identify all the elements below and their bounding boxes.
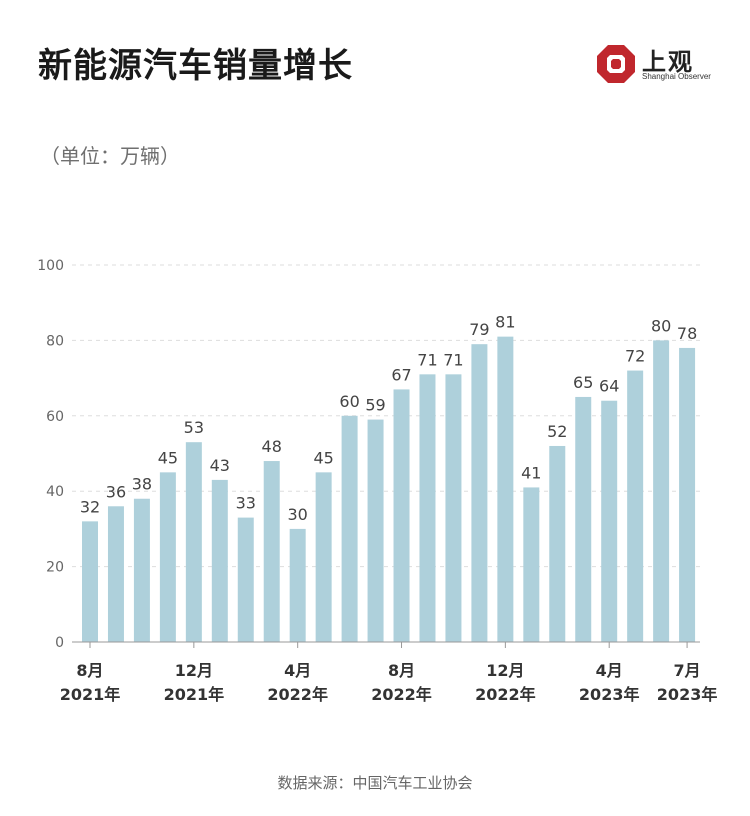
bar	[82, 521, 98, 642]
bar	[263, 461, 280, 642]
bar-value-label: 32	[80, 497, 100, 516]
bar-value-label: 45	[158, 448, 178, 467]
bar	[575, 396, 592, 642]
logo-octagon-icon	[597, 45, 635, 83]
x-tick-label-year: 2022年	[371, 685, 432, 704]
bar	[133, 498, 150, 642]
bar-value-label: 79	[469, 320, 489, 339]
bar	[107, 506, 124, 642]
y-tick-label: 60	[46, 409, 64, 425]
x-tick-label-year: 2023年	[657, 685, 718, 704]
x-tick-label-year: 2023年	[579, 685, 640, 704]
y-tick-label: 80	[46, 333, 64, 349]
bar	[341, 415, 358, 642]
bar-chart: 0 20 40 60 80 100 32 36 38 45 53 43 33 48 30 45 60 59 67 71…	[37, 258, 718, 704]
bar-value-label: 78	[677, 324, 697, 343]
bar-value-label: 48	[262, 437, 282, 456]
y-tick-label: 40	[46, 484, 64, 500]
bar	[289, 528, 306, 642]
x-tick-label-year: 2022年	[267, 685, 328, 704]
x-tick-label-month: 12月	[175, 661, 213, 680]
bar-value-label: 30	[288, 505, 308, 524]
bar-value-label: 33	[236, 494, 256, 513]
x-tick-label-month: 12月	[486, 661, 524, 680]
bar-value-label: 36	[106, 482, 126, 501]
bar-value-label: 80	[651, 316, 671, 335]
bar	[237, 517, 254, 642]
x-tick-label-year: 2021年	[60, 685, 121, 704]
x-tick-label-month: 4月	[596, 661, 623, 680]
bar-value-label: 72	[625, 347, 645, 366]
bar	[601, 400, 618, 642]
logo-text-en: Shanghai Observer	[642, 72, 711, 81]
bar	[211, 479, 228, 642]
bar-value-label: 65	[573, 373, 593, 392]
x-tick-label-month: 4月	[284, 661, 311, 680]
bar-value-label: 45	[313, 448, 333, 467]
logo-text-cn: 上观	[642, 47, 694, 76]
data-source: 数据来源：中国汽车工业协会	[277, 774, 473, 792]
chart-title: 新能源汽车销量增长	[38, 46, 353, 86]
bar-value-label: 71	[443, 350, 463, 369]
bar	[627, 370, 644, 642]
bar-value-label: 81	[495, 313, 515, 332]
shanghai-observer-logo: 上观 Shanghai Observer	[596, 44, 716, 88]
x-tick-label-month: 8月	[76, 661, 103, 680]
x-tick-label-year: 2021年	[164, 685, 225, 704]
bar-value-label: 53	[184, 418, 204, 437]
y-tick-label: 100	[37, 258, 64, 274]
bar-value-label: 60	[339, 392, 359, 411]
bar	[523, 487, 540, 642]
bar-value-label: 43	[210, 456, 230, 475]
bar	[471, 344, 488, 642]
bar-value-label: 52	[547, 422, 567, 441]
bar	[679, 347, 696, 642]
bar	[497, 336, 514, 642]
bar	[549, 445, 566, 642]
bar-value-label: 67	[391, 365, 411, 384]
x-tick-label-month: 8月	[388, 661, 415, 680]
unit-label: （单位：万辆）	[40, 144, 180, 168]
y-tick-label: 20	[46, 560, 64, 576]
bar-value-label: 38	[132, 475, 152, 494]
bar-value-label: 64	[599, 377, 619, 396]
bar	[393, 389, 410, 642]
bar	[185, 442, 202, 642]
x-tick-label-year: 2022年	[475, 685, 536, 704]
bar	[367, 419, 384, 642]
bar-value-label: 71	[417, 350, 437, 369]
bar	[315, 472, 332, 642]
bar	[653, 340, 670, 642]
y-tick-label: 0	[55, 635, 64, 651]
bar	[445, 374, 462, 642]
bar-value-label: 41	[521, 463, 541, 482]
bar	[159, 472, 176, 642]
x-tick-label-month: 7月	[674, 661, 701, 680]
bar-value-label: 59	[365, 396, 385, 415]
bar	[419, 374, 436, 642]
